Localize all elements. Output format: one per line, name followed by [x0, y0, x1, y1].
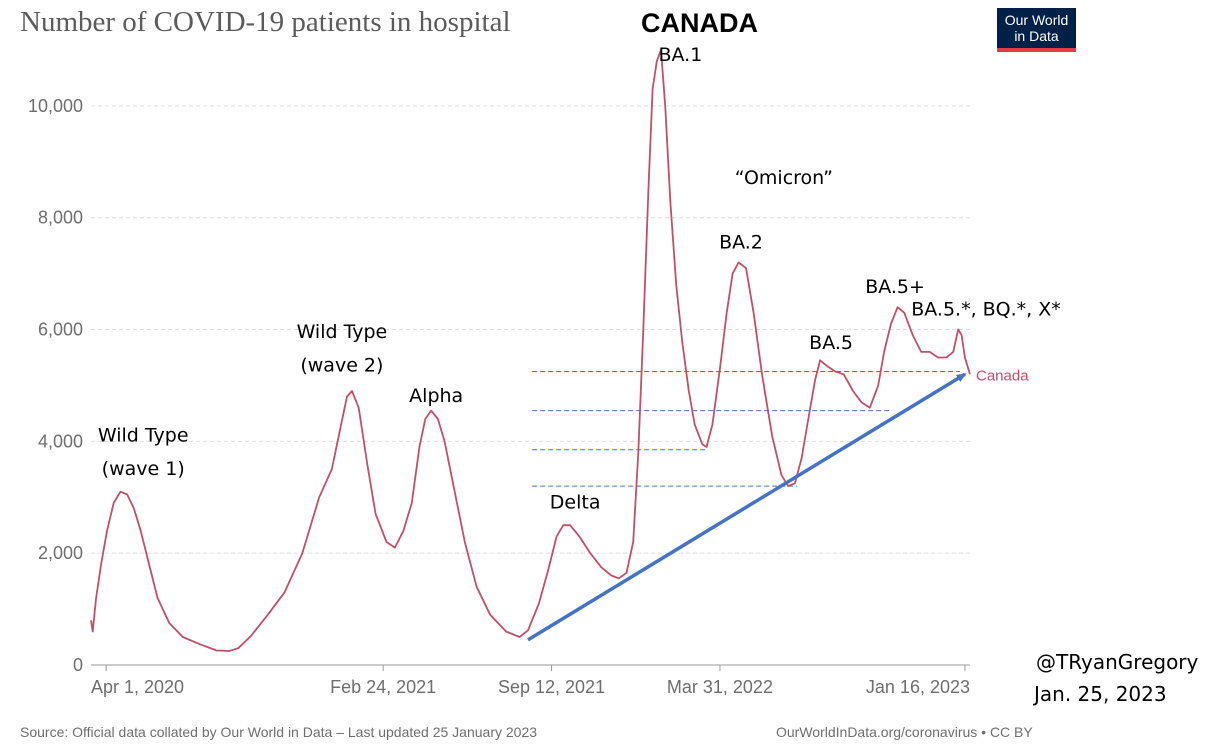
x-tick-label: Sep 12, 2021 [498, 677, 605, 697]
source-note: Source: Official data collated by Our Wo… [20, 724, 538, 740]
logo-line-2: in Data [1014, 28, 1059, 44]
annotation-label: “Omicron” [735, 167, 833, 189]
owid-logo[interactable]: Our World in Data [997, 8, 1076, 52]
series-line-canada [90, 49, 971, 652]
source-url[interactable]: OurWorldInData.org/coronavirus • CC BY [776, 724, 1033, 740]
author-date: Jan. 25, 2023 [1034, 682, 1167, 706]
x-tick-label: Mar 31, 2022 [667, 677, 773, 697]
annotation-label: BA.5.*, BQ.*, X* [911, 299, 1061, 321]
author-handle: @TRyanGregory [1036, 650, 1199, 674]
y-tick-label: 6,000 [38, 320, 83, 340]
annotation-label: Alpha [409, 385, 463, 407]
trend-arrow-layer [527, 372, 967, 642]
annotation-label: BA.5+ [865, 276, 925, 298]
y-tick-label: 8,000 [38, 208, 83, 228]
chart-title: Number of COVID-19 patients in hospital [20, 6, 511, 38]
y-tick-label: 2,000 [38, 543, 83, 563]
logo-line-1: Our World [1004, 12, 1069, 28]
annotation-layer: Wild Type (wave 1) Wild Type (wave 2) Alpha D… [98, 44, 1061, 513]
annotation-label: Wild Type [297, 321, 388, 343]
annotation-label: BA.5 [809, 332, 853, 354]
y-tick-label: 4,000 [38, 431, 83, 451]
x-tick-label: Jan 16, 2023 [866, 677, 970, 697]
annotation-label: Wild Type [98, 424, 189, 446]
country-label: CANADA [641, 8, 758, 38]
series-layer: Canada [90, 49, 1029, 652]
reference-lines [532, 370, 960, 487]
grid-layer: 0 2,000 4,000 6,000 8,000 10,000 Apr 1, 2020 Fe… [28, 96, 970, 697]
annotation-label: BA.1 [658, 44, 702, 66]
series-label: Canada [976, 367, 1029, 384]
y-tick-label: 10,000 [28, 96, 83, 116]
trend-arrow [527, 372, 967, 642]
annotation-label: (wave 1) [102, 458, 185, 480]
y-tick-label: 0 [73, 655, 83, 675]
x-tick-label: Feb 24, 2021 [330, 677, 436, 697]
x-tick-label: Apr 1, 2020 [91, 677, 184, 697]
annotation-label: (wave 2) [300, 354, 383, 376]
annotation-label: BA.2 [719, 231, 763, 253]
annotation-label: Delta [550, 491, 601, 513]
